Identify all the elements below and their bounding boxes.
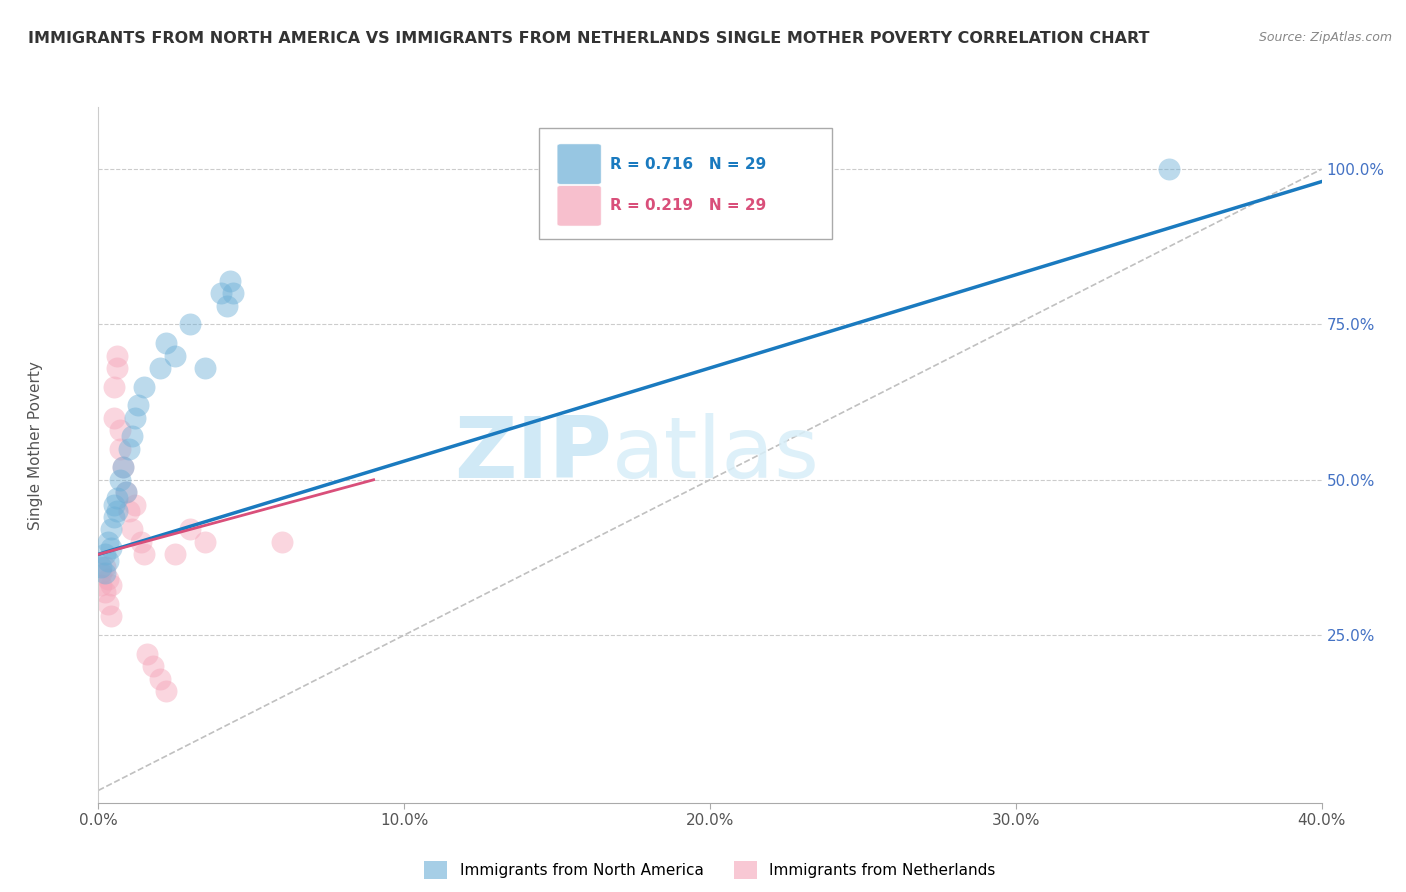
Point (93, 566, 115, 580)
Point (93, 559, 115, 574)
Point (129, 534, 152, 549)
Point (111, 460, 134, 475)
FancyBboxPatch shape (557, 186, 602, 226)
Point (149, 361, 172, 376)
Point (136, 647, 159, 661)
Point (121, 429, 143, 443)
Point (215, 299, 238, 313)
Point (155, 684, 177, 698)
Point (163, 547, 186, 561)
Text: R = 0.716   N = 29: R = 0.716 N = 29 (610, 157, 766, 171)
FancyBboxPatch shape (538, 128, 832, 239)
Text: atlas: atlas (612, 413, 820, 497)
Point (108, 473, 131, 487)
Point (163, 349, 186, 363)
Point (222, 286, 245, 301)
Point (105, 504, 128, 518)
Point (134, 379, 156, 393)
Point (194, 361, 217, 376)
Text: R = 0.219   N = 29: R = 0.219 N = 29 (610, 198, 766, 213)
Point (103, 498, 125, 512)
Point (90, 578, 112, 592)
Point (134, 547, 156, 561)
Point (194, 534, 217, 549)
Point (124, 410, 146, 425)
Point (90, 566, 112, 580)
Text: Source: ZipAtlas.com: Source: ZipAtlas.com (1258, 31, 1392, 45)
Point (100, 541, 122, 555)
Point (219, 274, 242, 288)
FancyBboxPatch shape (557, 144, 602, 185)
Point (97, 553, 120, 567)
Point (118, 442, 141, 456)
Point (90, 559, 112, 574)
Point (121, 523, 143, 537)
Point (103, 410, 125, 425)
Point (209, 286, 232, 301)
Point (105, 491, 128, 506)
Point (118, 504, 141, 518)
Point (142, 659, 165, 673)
Point (103, 379, 125, 393)
Point (105, 349, 128, 363)
Point (270, 534, 292, 549)
Point (179, 318, 201, 332)
Point (127, 398, 149, 412)
Point (149, 672, 172, 686)
Point (100, 609, 122, 624)
Point (103, 510, 125, 524)
Point (115, 485, 138, 500)
Point (108, 423, 131, 437)
Point (1157, 162, 1180, 177)
Point (111, 460, 134, 475)
Legend: Immigrants from North America, Immigrants from Netherlands: Immigrants from North America, Immigrant… (419, 855, 1001, 886)
Text: ZIP: ZIP (454, 413, 612, 497)
Point (115, 485, 138, 500)
Point (97, 572, 120, 586)
Text: Single Mother Poverty: Single Mother Poverty (28, 361, 42, 531)
Point (108, 442, 131, 456)
Point (93, 547, 115, 561)
Text: IMMIGRANTS FROM NORTH AMERICA VS IMMIGRANTS FROM NETHERLANDS SINGLE MOTHER POVER: IMMIGRANTS FROM NORTH AMERICA VS IMMIGRA… (28, 31, 1150, 46)
Point (100, 523, 122, 537)
Point (179, 523, 201, 537)
Point (97, 597, 120, 611)
Point (155, 336, 177, 351)
Point (97, 534, 120, 549)
Point (105, 361, 128, 376)
Point (124, 498, 146, 512)
Point (100, 578, 122, 592)
Point (93, 584, 115, 599)
